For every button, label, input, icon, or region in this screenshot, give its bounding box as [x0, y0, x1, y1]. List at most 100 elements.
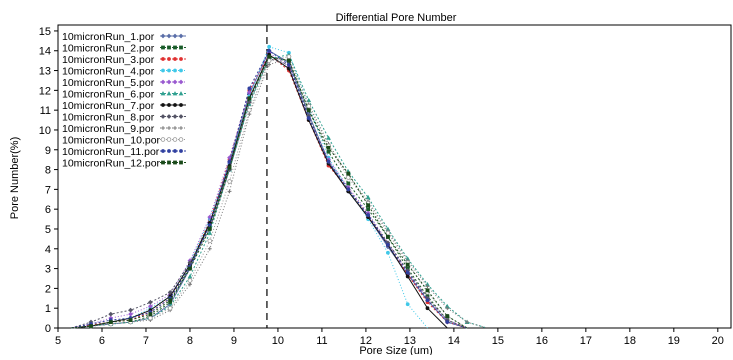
x-tick-label: 11 [316, 335, 327, 347]
y-tick-label: 14 [39, 46, 51, 58]
x-tick-label: 12 [360, 335, 372, 347]
legend-marker [161, 149, 165, 153]
legend-marker [161, 68, 165, 73]
series-point [405, 262, 410, 267]
y-tick-label: 6 [45, 204, 51, 216]
legend-entry: 10micronRun_9.por [62, 123, 186, 135]
legend-label: 10micronRun_5.por [62, 77, 155, 89]
legend-label: 10micronRun_12.por [62, 158, 161, 170]
legend-marker [166, 79, 172, 85]
series-point [148, 312, 153, 317]
legend-entry: 10micronRun_3.por [62, 54, 186, 66]
legend-entry: 10micronRun_5.por [62, 77, 186, 89]
series-point [89, 324, 93, 328]
series-point [148, 315, 153, 321]
series-point [227, 167, 232, 172]
legend-entry: 10micronRun_8.por [62, 112, 186, 124]
x-tick-label: 14 [448, 335, 460, 347]
series-point [227, 165, 232, 170]
series-point [108, 311, 114, 317]
series-line [71, 51, 468, 329]
series-point [267, 48, 272, 53]
x-tick-label: 5 [55, 335, 61, 347]
legend-entry: 10micronRun_1.por [62, 31, 186, 43]
series-point [287, 58, 291, 63]
series-point [267, 54, 272, 59]
series-point [326, 145, 331, 150]
legend-entry: 10micronRun_4.por [62, 66, 186, 78]
series-point [306, 108, 311, 113]
x-tick-label: 8 [187, 335, 193, 347]
y-tick-label: 5 [45, 224, 51, 236]
series-line [71, 56, 468, 329]
legend-marker [179, 103, 183, 107]
series-point [266, 58, 272, 63]
series-point [386, 250, 390, 255]
series-point [386, 235, 390, 239]
legend-label: 10micronRun_7.por [62, 100, 155, 112]
series-point [425, 282, 430, 287]
series-point [267, 44, 272, 49]
series-point [425, 298, 430, 303]
series-12 [71, 54, 468, 329]
legend-marker [178, 137, 184, 142]
legend-label: 10micronRun_10.por [62, 135, 161, 147]
series-point [386, 242, 390, 247]
legend-marker [178, 114, 184, 119]
legend-marker [179, 149, 183, 153]
series-point [227, 189, 232, 194]
series-point [246, 99, 252, 105]
y-tick-label: 11 [40, 105, 51, 117]
legend-marker [173, 68, 177, 73]
series-point [247, 96, 252, 101]
legend-marker [173, 45, 177, 50]
series-point [128, 307, 133, 313]
legend-marker [173, 160, 177, 165]
series-point [405, 302, 410, 307]
legend-marker [179, 126, 183, 130]
y-tick-label: 3 [45, 264, 51, 276]
legend-label: 10micronRun_6.por [62, 89, 155, 101]
series-point [405, 270, 410, 275]
legend-marker [161, 57, 165, 61]
series-point [425, 288, 430, 293]
y-tick-label: 15 [39, 26, 51, 38]
series-point [385, 226, 391, 231]
series-point [167, 289, 173, 295]
x-tick-label: 9 [231, 335, 237, 347]
legend-marker [161, 160, 165, 165]
series-point [306, 116, 311, 120]
series-point [207, 230, 213, 235]
legend-marker [179, 160, 183, 165]
series-point [246, 89, 252, 95]
legend-entry: 10micronRun_12.por [62, 158, 186, 170]
legend-entry: 10micronRun_10.por [62, 135, 186, 147]
series-point [405, 274, 410, 279]
legend-marker [166, 137, 172, 142]
series-point [147, 303, 153, 309]
y-tick-label: 8 [45, 165, 51, 177]
legend-marker [179, 57, 183, 61]
series-point [207, 246, 212, 251]
legend-marker [160, 91, 166, 96]
legend-marker [172, 91, 178, 96]
y-tick-label: 2 [45, 283, 51, 295]
y-tick-label: 0 [45, 323, 51, 335]
legend-marker [173, 57, 177, 61]
series-point [405, 256, 411, 261]
series-point [425, 284, 430, 289]
x-tick-label: 15 [492, 335, 504, 347]
legend-label: 10micronRun_9.por [62, 123, 155, 135]
legend-entry: 10micronRun_6.por [62, 89, 186, 101]
series-point [326, 159, 331, 164]
legend-marker [166, 91, 172, 96]
legend-marker [167, 160, 171, 165]
legend-entry: 10micronRun_11.por [62, 146, 186, 158]
legend-label: 10micronRun_8.por [62, 112, 155, 124]
series-point [207, 214, 213, 220]
series-point [187, 278, 193, 283]
legend: 10micronRun_1.por10micronRun_2.por10micr… [62, 31, 186, 170]
legend-marker [160, 79, 166, 85]
